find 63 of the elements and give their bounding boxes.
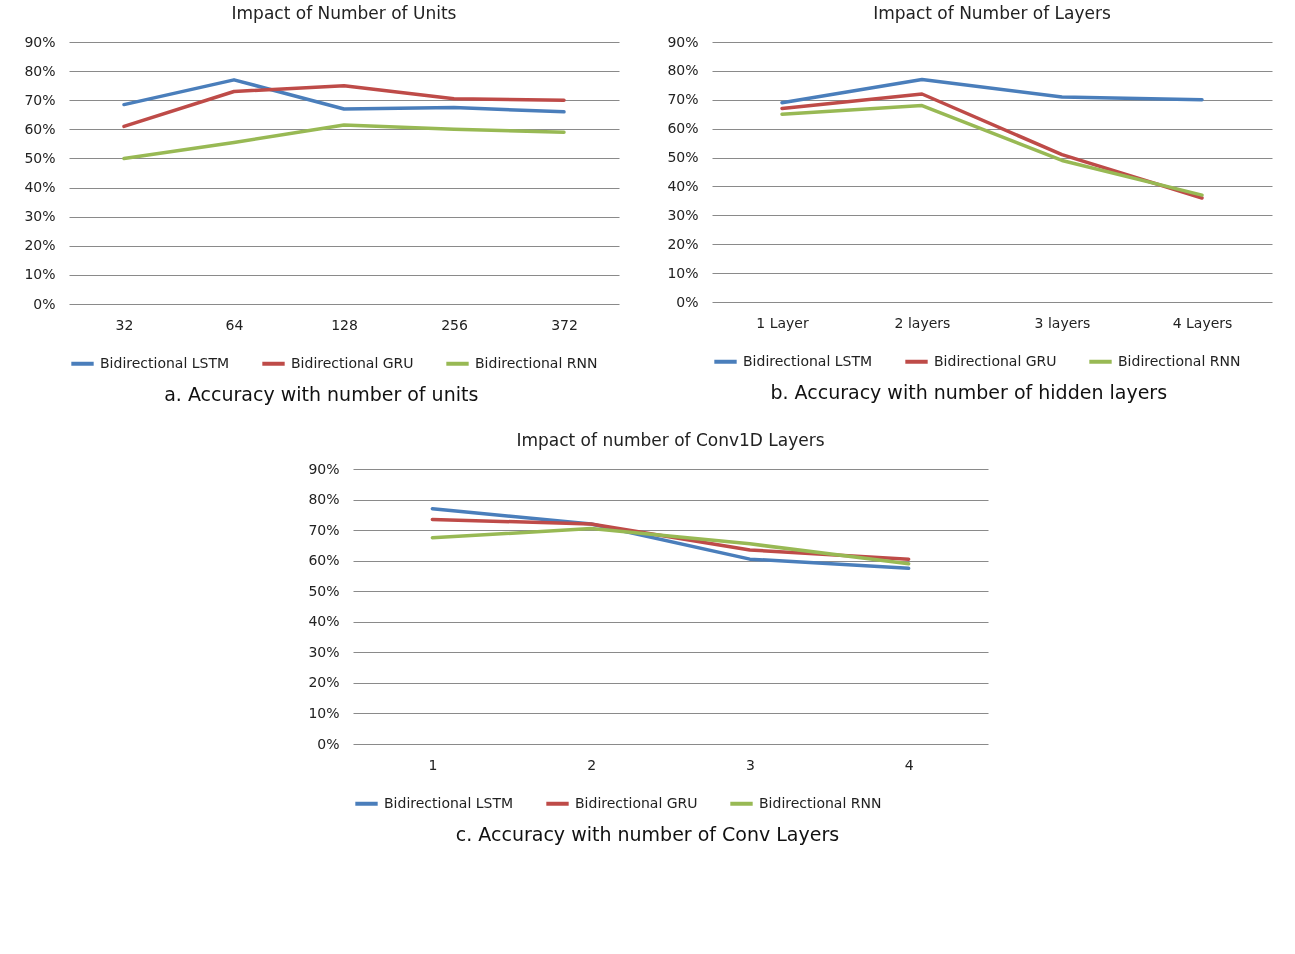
x-tick-label: 2 <box>587 756 597 773</box>
y-tick-label: 60% <box>24 120 56 137</box>
y-tick-label: 30% <box>308 643 340 660</box>
y-tick-label: 70% <box>667 91 699 108</box>
x-tick-label: 3 layers <box>1034 314 1091 331</box>
legend-label: Bidirectional LSTM <box>742 352 872 369</box>
y-tick-label: 40% <box>308 613 340 630</box>
x-tick-label: 1 Layer <box>756 314 809 331</box>
x-tick-label: 3 <box>745 756 755 773</box>
line-series <box>122 83 566 129</box>
x-tick-label: 128 <box>331 316 359 333</box>
legend-label: Bidirectional RNN <box>759 794 882 811</box>
y-tick-label: 60% <box>667 120 699 137</box>
x-tick-label: 372 <box>551 316 579 333</box>
y-tick-label: 80% <box>308 491 340 508</box>
y-tick-label: 0% <box>33 295 56 312</box>
y-tick-label: 50% <box>24 149 56 166</box>
chart-title: Impact of Number of Layers <box>872 3 1111 23</box>
legend-label: Bidirectional LSTM <box>384 794 514 811</box>
y-tick-label: 40% <box>24 179 56 196</box>
x-tick-label: 256 <box>441 316 469 333</box>
line-series <box>780 77 1204 105</box>
y-tick-label: 0% <box>676 293 699 310</box>
x-tick-label: 32 <box>115 316 134 333</box>
y-tick-label: 80% <box>667 62 699 79</box>
y-tick-label: 0% <box>317 735 340 752</box>
y-tick-label: 40% <box>667 177 699 194</box>
legend-label: Bidirectional GRU <box>291 354 414 371</box>
legend-label: Bidirectional RNN <box>1117 352 1241 369</box>
legend-label: Bidirectional RNN <box>475 354 598 371</box>
y-tick-label: 60% <box>308 552 340 569</box>
y-tick-label: 90% <box>24 33 56 50</box>
line-series <box>122 123 566 161</box>
legend-label: Bidirectional GRU <box>575 794 698 811</box>
y-tick-label: 70% <box>308 521 340 538</box>
chart-title: Impact of number of Conv1D Layers <box>516 430 825 450</box>
y-tick-label: 10% <box>308 704 340 721</box>
x-tick-label: 4 <box>904 756 914 773</box>
y-tick-label: 90% <box>667 33 699 50</box>
text: a. Accuracy with number of units <box>164 383 479 405</box>
text: b. Accuracy with number of hidden layers <box>770 381 1168 403</box>
y-tick-label: 90% <box>308 460 340 477</box>
y-tick-label: 10% <box>24 266 56 283</box>
y-tick-label: 10% <box>667 264 699 281</box>
y-tick-label: 20% <box>667 235 699 252</box>
line-series <box>430 526 911 566</box>
y-tick-label: 30% <box>667 206 699 223</box>
y-tick-label: 50% <box>308 582 340 599</box>
text: c. Accuracy with number of Conv Layers <box>455 823 840 845</box>
y-tick-label: 80% <box>24 62 56 79</box>
chart-title: Impact of Number of Units <box>231 3 457 23</box>
x-tick-label: 64 <box>225 316 244 333</box>
legend-label: Bidirectional LSTM <box>100 354 230 371</box>
legend-label: Bidirectional GRU <box>933 352 1057 369</box>
x-tick-label: 1 <box>428 756 438 773</box>
y-tick-label: 30% <box>24 208 56 225</box>
x-tick-label: 4 Layers <box>1172 314 1233 331</box>
y-tick-label: 50% <box>667 149 699 166</box>
x-tick-label: 2 layers <box>894 314 951 331</box>
line-series <box>122 78 566 114</box>
y-tick-label: 20% <box>24 237 56 254</box>
y-tick-label: 20% <box>308 674 340 691</box>
y-tick-label: 70% <box>24 91 56 108</box>
